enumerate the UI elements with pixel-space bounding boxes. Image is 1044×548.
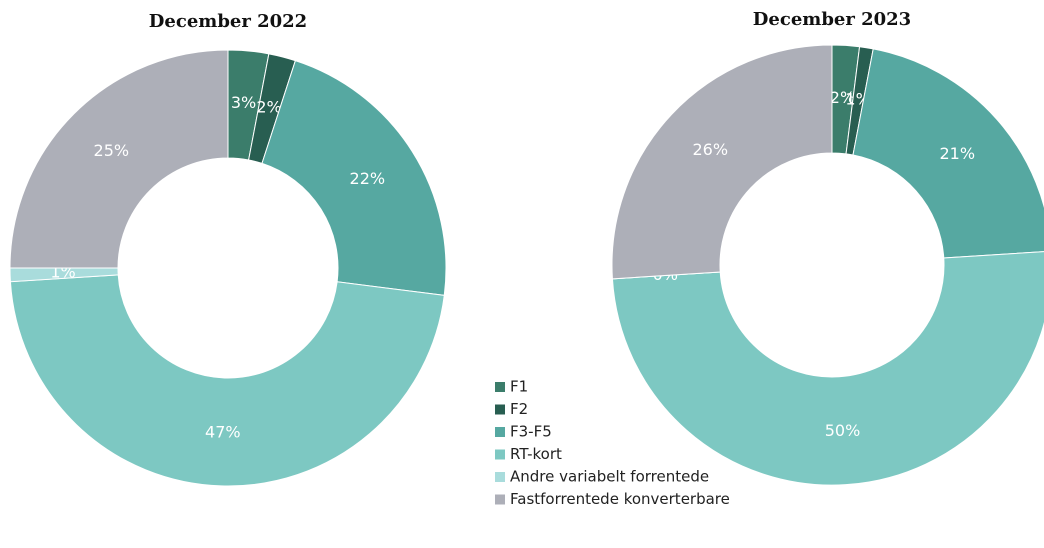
chart-title: December 2023 [753,9,911,30]
slice: F3-F5 [852,48,1044,259]
slice: Fastforrentede konverterbare [9,49,229,269]
data-label: 25% [94,141,130,160]
legend-swatch [495,449,505,460]
legend-swatch [495,382,505,392]
legend-label: F2 [510,400,528,418]
legend-label: Fastforrentede konverterbare [510,490,730,508]
data-label: 47% [205,422,241,441]
data-label: 21% [939,144,975,163]
legend-label: Andre variabelt forrentede [510,468,709,486]
legend-label: F3-F5 [510,423,552,441]
legend-swatch [495,404,505,415]
legend-swatch [495,472,505,482]
slice: Fastforrentede konverterbare [611,44,833,280]
data-label: 2% [256,98,281,117]
data-label: 26% [692,140,728,159]
chart-title: December 2022 [149,11,307,32]
data-label: 50% [825,421,861,440]
data-label: 3% [231,93,256,112]
legend-swatch [495,494,505,505]
legend-swatch [495,427,505,437]
data-label: 22% [350,169,386,188]
slice: RT-kort [9,274,445,487]
legend-label: F1 [510,378,528,396]
slice: F3-F5 [261,60,447,296]
data-label: 2% [830,88,855,107]
legend-label: RT-kort [510,445,562,463]
slice: RT-kort [611,251,1044,486]
